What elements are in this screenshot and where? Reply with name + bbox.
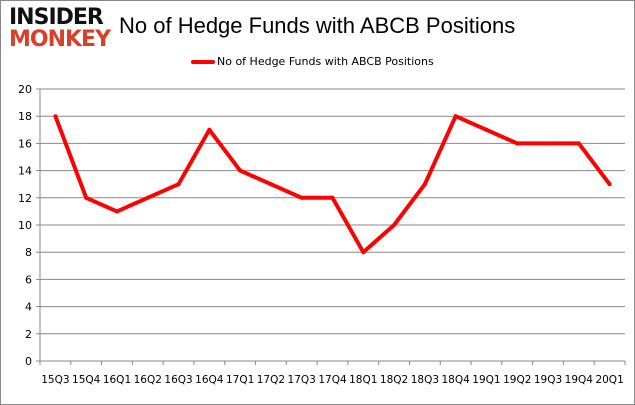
x-tick-label: 16Q2: [134, 374, 162, 386]
legend-swatch: [191, 59, 215, 64]
x-tick-label: 16Q1: [103, 374, 131, 386]
x-tick-label: 16Q3: [164, 374, 192, 386]
x-tick-label: 19Q4: [565, 374, 594, 386]
data-point: [299, 195, 304, 200]
y-tick-label: 8: [25, 246, 32, 259]
chart-title: No of Hedge Funds with ABCB Positions: [119, 13, 516, 38]
x-tick-label: 18Q3: [411, 374, 439, 386]
data-point: [53, 114, 58, 119]
y-tick-label: 20: [18, 83, 32, 96]
x-tick-label: 19Q3: [534, 374, 562, 386]
y-tick-label: 16: [18, 137, 32, 150]
x-tick-label: 18Q4: [442, 374, 471, 386]
data-point: [607, 182, 612, 187]
data-point: [361, 250, 366, 255]
x-tick-label: 16Q4: [195, 374, 224, 386]
x-tick-label: 19Q1: [472, 374, 500, 386]
data-point: [145, 195, 150, 200]
insider-monkey-logo: INSIDER MONKEY: [9, 5, 111, 52]
y-tick-label: 14: [18, 165, 32, 178]
data-point: [207, 127, 212, 132]
data-point: [422, 182, 427, 187]
y-tick-label: 12: [18, 192, 32, 205]
logo-line2: MONKEY: [9, 27, 111, 52]
data-point: [238, 168, 243, 173]
legend: No of Hedge Funds with ABCB Positions: [191, 55, 434, 68]
x-tick-label: 20Q1: [595, 374, 623, 386]
data-point: [453, 114, 458, 119]
series-line: [53, 114, 612, 255]
y-tick-label: 2: [25, 328, 32, 341]
y-tick-label: 10: [18, 219, 32, 232]
x-tick-label: 18Q1: [349, 374, 377, 386]
y-tick-label: 18: [18, 110, 32, 123]
data-point: [84, 195, 89, 200]
data-point: [484, 127, 489, 132]
data-point: [114, 209, 119, 214]
legend-label: No of Hedge Funds with ABCB Positions: [217, 55, 434, 68]
x-tick-label: 15Q3: [41, 374, 69, 386]
data-point: [576, 141, 581, 146]
x-tick-label: 17Q4: [318, 374, 347, 386]
x-tick-label: 17Q1: [226, 374, 254, 386]
y-tick-label: 0: [25, 355, 32, 368]
x-tick-label: 17Q3: [288, 374, 316, 386]
data-point: [268, 182, 273, 187]
data-point: [515, 141, 520, 146]
x-tick-label: 19Q2: [503, 374, 531, 386]
y-tick-label: 4: [25, 301, 32, 314]
data-point: [176, 182, 181, 187]
x-tick-label: 17Q2: [257, 374, 285, 386]
logo-line1: INSIDER: [9, 5, 104, 30]
data-point: [392, 223, 397, 227]
y-tick-label: 6: [25, 273, 32, 286]
data-point: [330, 195, 335, 200]
data-point: [546, 141, 551, 146]
x-tick-label: 18Q2: [380, 374, 408, 386]
x-tick-label: 15Q4: [72, 374, 101, 386]
